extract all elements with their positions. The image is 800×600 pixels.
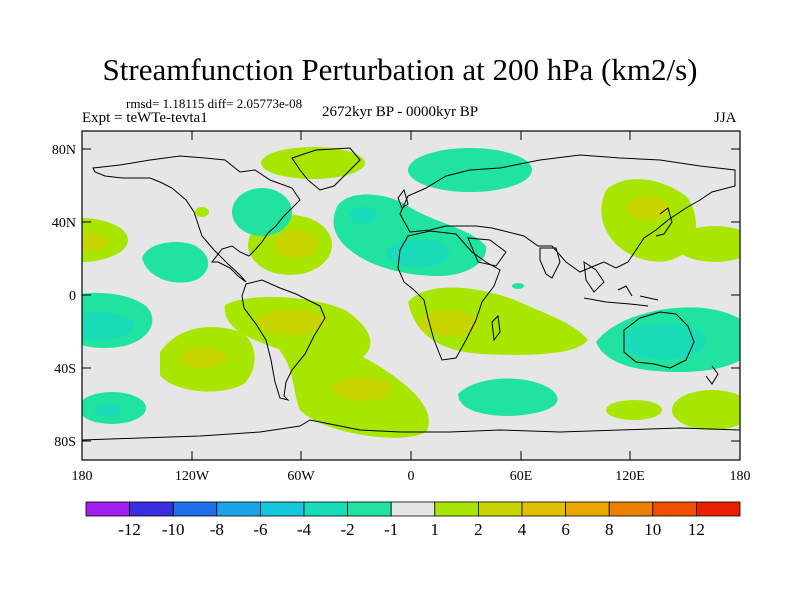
colorbar-swatch (303, 501, 348, 517)
lon-ticks (191, 131, 631, 460)
colorbar-tick-label: -10 (162, 520, 185, 539)
colorbar-tick-label: 4 (518, 520, 527, 539)
contour-positive (418, 310, 478, 336)
contour-positive (606, 400, 662, 420)
contour-negative (512, 283, 524, 289)
colorbar-swatch (390, 501, 436, 517)
contour-positive (274, 230, 318, 258)
colorbar-swatch (608, 501, 654, 517)
coastline-south-america (241, 279, 326, 401)
colorbar-swatch (85, 501, 130, 517)
coastlines (82, 147, 740, 441)
colorbar-tick-label: 8 (605, 520, 614, 539)
contour-positive (82, 232, 108, 252)
colorbar-tick-label: 6 (561, 520, 570, 539)
contour-positive (601, 179, 696, 262)
colorbar-tick-label: -12 (118, 520, 141, 539)
contour-positive (258, 309, 326, 335)
coastline-arabia (467, 237, 507, 267)
coastline-indonesia (583, 285, 659, 307)
period-label: 2672kyr BP - 0000kyr BP (322, 104, 479, 120)
colorbar-swatch (129, 501, 174, 517)
contour-negative (93, 404, 121, 416)
lat-label: 40S (54, 362, 76, 377)
lon-label: 180 (730, 469, 751, 484)
coastline-north-america (92, 155, 301, 283)
coastline-eurasia (399, 154, 736, 273)
colorbar (85, 501, 741, 517)
lat-label: 80S (54, 435, 76, 450)
lon-label: 60W (287, 469, 315, 484)
lat-labels: 80N 40N 0 40S 80S (52, 143, 76, 450)
colorbar-tick-label: -6 (253, 520, 267, 539)
colorbar-swatch (259, 501, 305, 517)
colorbar-tick-label: 12 (688, 520, 705, 539)
stats-label: rmsd= 1.18115 diff= 2.05773e-08 (126, 96, 303, 111)
colorbar-tick-label: 10 (644, 520, 661, 539)
colorbar-swatch (696, 501, 741, 517)
coastline-greenland (291, 147, 361, 191)
colorbar-labels: -12 -10 -8 -6 -4 -2 -1 1 2 4 6 8 10 12 (118, 520, 705, 539)
colorbar-swatch (434, 501, 479, 517)
lon-label: 120W (175, 469, 210, 484)
colorbar-tick-label: -2 (341, 520, 355, 539)
contour-positive (82, 218, 128, 262)
contour-positive (179, 348, 227, 368)
coastline-india (539, 247, 561, 279)
contour-negative (82, 312, 134, 340)
contour-negative (458, 378, 558, 416)
lon-label: 0 (408, 469, 415, 484)
coastline-madagascar (491, 314, 501, 342)
season-label: JJA (714, 110, 737, 126)
coastline-antarctica (82, 419, 740, 441)
colorbar-swatch (477, 501, 523, 517)
contour-negative (622, 323, 706, 359)
colorbar-swatch (347, 501, 392, 517)
colorbar-tick-label: -4 (297, 520, 312, 539)
contour-positive (261, 147, 365, 179)
coastline-australia (623, 311, 695, 369)
lon-label: 120E (615, 469, 645, 484)
colorbar-swatch (216, 501, 261, 517)
experiment-label: Expt = teWTe-tevta1 (82, 110, 208, 126)
colorbar-swatch (172, 501, 218, 517)
colorbar-swatch (521, 501, 566, 517)
contour-negative (349, 207, 377, 223)
coastline-se-asia (583, 260, 605, 293)
coastline-japan (655, 207, 673, 237)
contour-positive (408, 287, 588, 355)
contour-positive (672, 390, 740, 430)
colorbar-tick-label: -1 (384, 520, 398, 539)
colorbar-tick-label: 1 (431, 520, 440, 539)
lon-labels: 180 120W 60W 0 60E 120E 180 (72, 469, 751, 484)
colorbar-tick-label: 2 (474, 520, 483, 539)
coastline-new-zealand (705, 365, 719, 385)
lat-label: 40N (52, 216, 76, 231)
colorbar-tick-label: -8 (210, 520, 224, 539)
lon-label: 180 (72, 469, 93, 484)
plot-title: Streamfunction Perturbation at 200 hPa (… (102, 52, 698, 87)
lat-ticks (82, 148, 740, 442)
contour-positive (195, 207, 209, 217)
contour-negative (232, 188, 292, 236)
contour-positive (626, 196, 670, 220)
contour-negative (142, 242, 209, 283)
contour-negative (386, 239, 450, 267)
contour-positive (332, 377, 392, 401)
lat-label: 80N (52, 143, 76, 158)
contour-positive (675, 226, 740, 262)
lat-label: 0 (69, 289, 76, 304)
lon-label: 60E (510, 469, 533, 484)
coastline-uk (397, 188, 409, 209)
colorbar-swatch (652, 501, 697, 517)
colorbar-swatch (565, 501, 610, 517)
